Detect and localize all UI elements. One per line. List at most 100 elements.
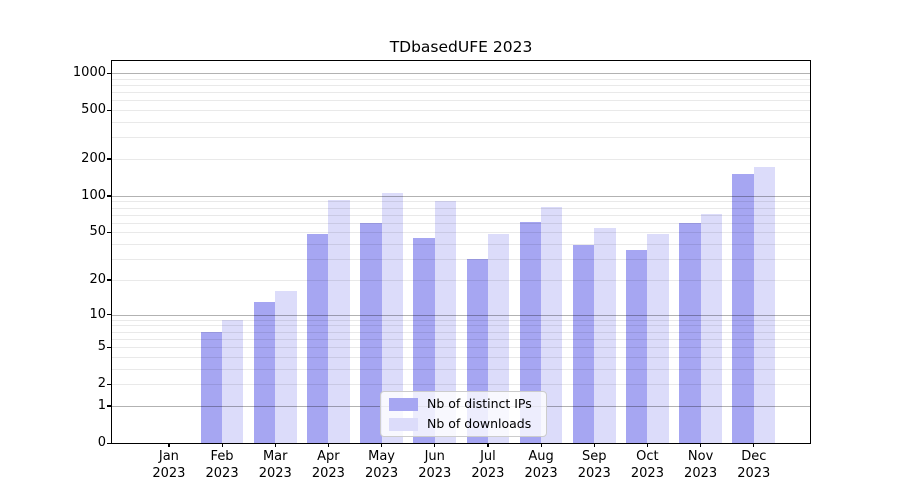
bar-downloads bbox=[222, 319, 244, 443]
x-tick-year: 2023 bbox=[258, 465, 292, 481]
x-tick-mark bbox=[753, 443, 755, 447]
x-tick-year: 2023 bbox=[418, 465, 452, 481]
bar-downloads bbox=[381, 193, 403, 443]
y-tick-label: 1000 bbox=[72, 65, 106, 81]
plot-area bbox=[111, 60, 811, 444]
x-tick-year: 2023 bbox=[205, 465, 239, 481]
gridline-minor bbox=[112, 137, 810, 139]
bar-distinct-ips bbox=[732, 174, 754, 443]
y-tick-mark bbox=[107, 279, 111, 281]
x-tick-label: Jun 2023 bbox=[403, 449, 467, 482]
gridline-minor bbox=[112, 201, 810, 203]
x-tick-label: Apr 2023 bbox=[296, 449, 360, 482]
bar-distinct-ips bbox=[572, 245, 595, 443]
gridline-minor bbox=[112, 214, 810, 216]
x-tick-year: 2023 bbox=[737, 465, 771, 481]
x-tick-label: Nov 2023 bbox=[669, 449, 733, 482]
bar-distinct-ips bbox=[200, 331, 223, 443]
x-tick-month: Dec bbox=[741, 449, 767, 464]
bar-downloads bbox=[700, 214, 722, 443]
x-tick-year: 2023 bbox=[577, 465, 611, 481]
legend-item-downloads: Nb of downloads bbox=[389, 416, 538, 432]
y-tick-label: 500 bbox=[81, 102, 106, 118]
y-tick-mark bbox=[107, 314, 111, 316]
x-tick-year: 2023 bbox=[152, 465, 186, 481]
x-tick-month: Oct bbox=[636, 449, 659, 464]
bar-downloads bbox=[434, 200, 457, 443]
gridline-minor bbox=[112, 280, 810, 281]
legend-label-downloads: Nb of downloads bbox=[427, 416, 532, 431]
gridline-minor bbox=[112, 207, 810, 209]
bar-downloads bbox=[487, 233, 510, 443]
y-tick-label: 10 bbox=[89, 306, 106, 322]
y-tick-mark bbox=[107, 195, 111, 197]
gridline-minor bbox=[112, 338, 810, 340]
bar-distinct-ips bbox=[679, 222, 701, 443]
y-tick-mark bbox=[107, 109, 111, 111]
gridline-minor bbox=[112, 110, 810, 112]
x-tick-month: Nov bbox=[687, 449, 714, 464]
x-tick-label: Dec 2023 bbox=[722, 449, 786, 482]
legend-swatch-distinct-ips bbox=[389, 397, 418, 411]
gridline-major bbox=[112, 195, 810, 197]
bar-downloads bbox=[541, 207, 563, 443]
x-tick-year: 2023 bbox=[630, 465, 664, 481]
gridline-minor bbox=[112, 122, 810, 123]
x-tick-month: Apr bbox=[317, 449, 340, 464]
x-tick-mark bbox=[221, 443, 223, 447]
gridline-minor bbox=[112, 100, 810, 102]
y-tick-mark bbox=[107, 72, 111, 74]
x-tick-month: May bbox=[368, 449, 396, 464]
x-tick-mark bbox=[700, 443, 702, 447]
gridline-minor bbox=[112, 319, 810, 321]
x-tick-month: Mar bbox=[262, 449, 288, 464]
x-tick-mark bbox=[593, 443, 595, 447]
gridline-minor bbox=[112, 331, 810, 333]
x-tick-mark bbox=[646, 443, 649, 447]
y-tick-mark bbox=[107, 405, 111, 407]
y-tick-label: 100 bbox=[81, 187, 106, 203]
x-tick-label: May 2023 bbox=[350, 449, 414, 482]
gridline-major bbox=[112, 314, 810, 316]
gridline-minor bbox=[112, 159, 810, 160]
y-tick-label: 1 bbox=[97, 397, 106, 413]
gridline-minor bbox=[112, 384, 810, 386]
legend-swatch-downloads bbox=[389, 417, 418, 431]
x-tick-mark bbox=[540, 443, 542, 447]
bar-distinct-ips bbox=[519, 222, 542, 443]
x-tick-label: Sep 2023 bbox=[562, 449, 626, 482]
x-tick-mark bbox=[381, 443, 383, 447]
x-tick-month: Jul bbox=[480, 449, 496, 464]
bar-downloads bbox=[594, 228, 616, 443]
gridline-minor bbox=[112, 347, 810, 348]
gridline-major bbox=[112, 73, 810, 74]
x-tick-year: 2023 bbox=[311, 465, 345, 481]
x-tick-month: Feb bbox=[210, 449, 234, 464]
y-tick-label: 5 bbox=[97, 339, 106, 355]
y-tick-label: 50 bbox=[89, 224, 106, 240]
bar-downloads bbox=[647, 233, 669, 443]
x-tick-month: Jun bbox=[424, 449, 445, 464]
y-tick-mark bbox=[107, 442, 111, 444]
x-tick-year: 2023 bbox=[524, 465, 558, 481]
gridline-minor bbox=[112, 325, 810, 327]
x-tick-month: Jan bbox=[158, 449, 179, 464]
x-tick-label: Mar 2023 bbox=[243, 449, 307, 482]
gridline-minor bbox=[112, 92, 810, 94]
gridline-minor bbox=[112, 222, 810, 224]
x-tick-year: 2023 bbox=[684, 465, 718, 481]
bar-downloads bbox=[328, 200, 350, 443]
y-tick-mark bbox=[107, 231, 111, 234]
x-tick-mark bbox=[274, 443, 276, 447]
gridline-minor bbox=[112, 244, 810, 246]
x-tick-mark bbox=[487, 443, 489, 447]
x-tick-mark bbox=[168, 443, 170, 447]
x-tick-month: Aug bbox=[528, 449, 554, 464]
x-tick-year: 2023 bbox=[471, 465, 505, 481]
grid-layer bbox=[112, 61, 810, 443]
x-tick-year: 2023 bbox=[365, 465, 399, 481]
legend: Nb of distinct IPs Nb of downloads bbox=[380, 391, 547, 437]
gridline-minor bbox=[112, 78, 810, 80]
bar-distinct-ips bbox=[626, 249, 648, 443]
